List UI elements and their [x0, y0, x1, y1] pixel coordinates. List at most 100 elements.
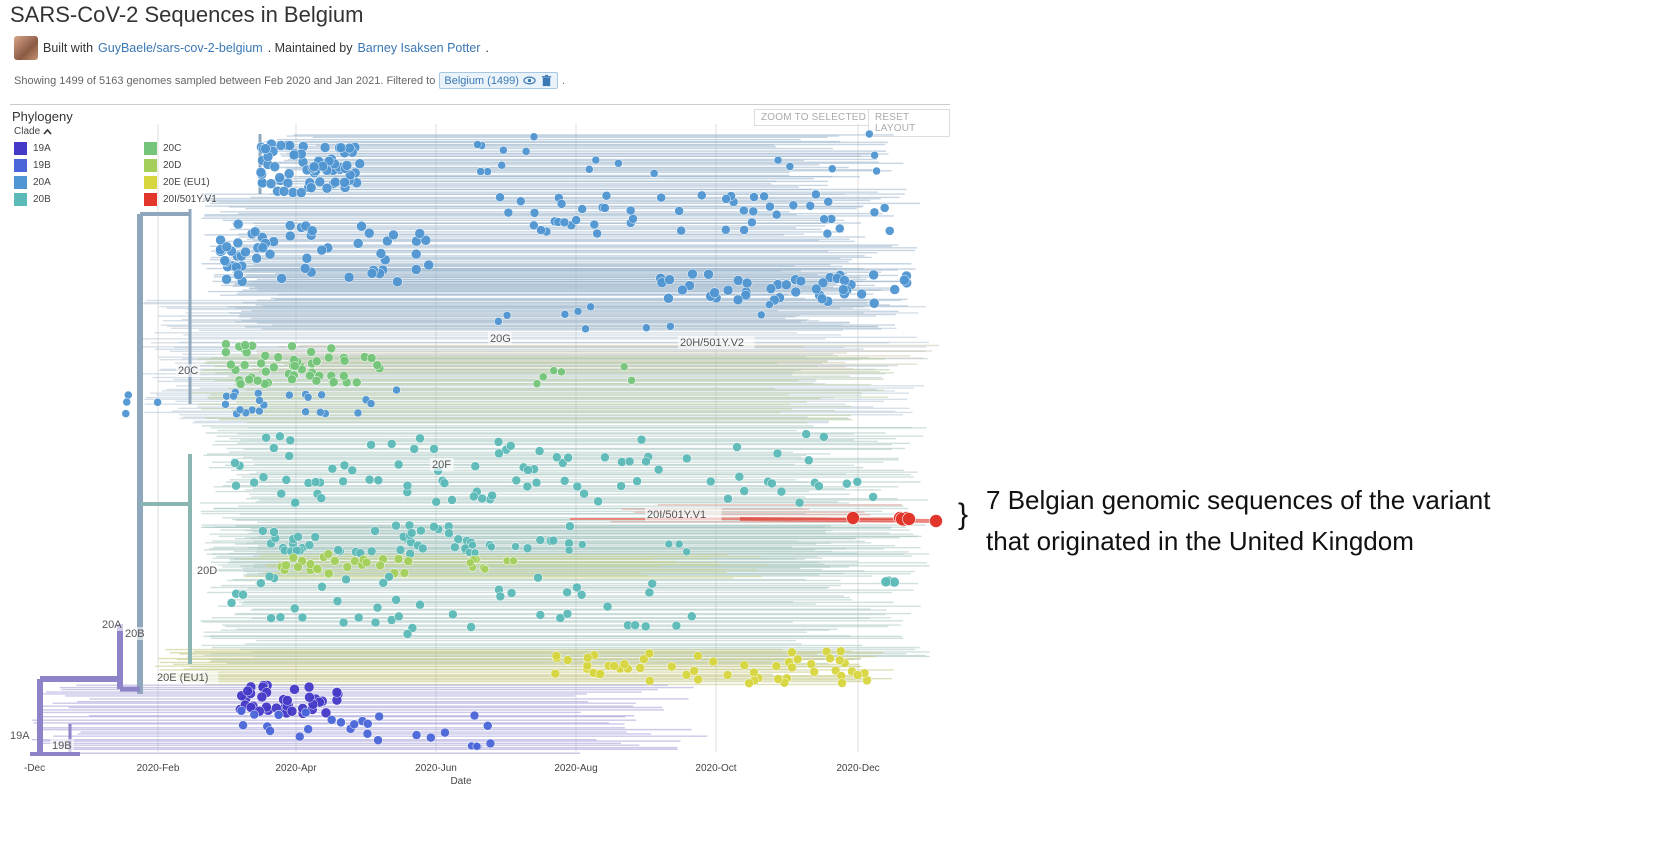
tip-node: [264, 249, 276, 260]
tip-node: [281, 475, 292, 485]
trash-icon[interactable]: [540, 74, 553, 87]
tip-node: [281, 560, 291, 571]
tip-node: [557, 367, 566, 377]
tip-node: [776, 486, 787, 497]
tip-node: [616, 481, 626, 491]
legend-item[interactable]: 20E (EU1): [144, 175, 254, 189]
legend-item[interactable]: 19A: [14, 141, 144, 155]
tip-node: [276, 488, 287, 499]
tip-node: [576, 590, 587, 600]
tip-node: [538, 372, 548, 382]
tip-node: [880, 576, 892, 588]
tip-node: [450, 542, 460, 552]
tip-node: [249, 477, 259, 488]
tip-node: [687, 611, 697, 622]
tip-node: [339, 460, 350, 471]
tip-node: [275, 431, 285, 442]
tip-node: [586, 302, 595, 312]
tip-node: [366, 268, 378, 279]
tip-node: [305, 559, 316, 569]
tip-node: [238, 720, 248, 730]
tip-node: [316, 408, 325, 417]
tip-node: [240, 340, 251, 350]
tip-node: [787, 647, 797, 658]
tip-node: [834, 655, 845, 666]
tip-node: [418, 543, 428, 554]
tip-node: [439, 478, 450, 488]
tip-node: [255, 167, 267, 178]
legend-entries: 19A 20C 19B 20D 20A 20E (EU1) 20B 20I/501Y.V1: [14, 141, 254, 206]
legend-header[interactable]: Clade: [14, 126, 254, 137]
phylogeny-tree[interactable]: -Dec 2020-Feb 2020-Apr 2020-Jun 2020-Aug 2020…: [10, 104, 950, 794]
tip-node: [748, 206, 759, 217]
legend-swatch: [14, 158, 27, 172]
tip-node: [759, 191, 769, 202]
tip-node: [353, 408, 363, 418]
tip-node: [284, 140, 296, 151]
eye-icon[interactable]: [523, 74, 536, 87]
tip-node: [244, 374, 254, 385]
tip-node: [562, 655, 573, 665]
legend-item[interactable]: 20D: [144, 158, 254, 172]
tip-node: [330, 176, 341, 188]
legend-item[interactable]: 19B: [14, 158, 144, 172]
tip-node: [852, 670, 863, 680]
x-tick-label: -Dec: [24, 763, 45, 774]
tip-node: [256, 578, 266, 588]
legend-item[interactable]: 20B: [14, 192, 144, 206]
tip-node: [122, 397, 132, 407]
tip-node: [284, 451, 294, 461]
filter-badge[interactable]: Belgium (1499): [439, 72, 558, 89]
variant-tip-node: [846, 511, 860, 525]
tip-node: [366, 546, 377, 557]
tip-node: [627, 376, 636, 385]
tip-node: [640, 621, 651, 632]
tip-node: [256, 691, 268, 703]
tip-node: [410, 264, 422, 275]
tip-node: [453, 534, 463, 544]
tip-node: [559, 476, 570, 486]
tip-node: [721, 194, 731, 204]
legend-item[interactable]: 20C: [144, 141, 254, 155]
tip-node: [448, 609, 458, 620]
repo-link[interactable]: GuyBaele/sars-cov-2-belgium: [98, 41, 263, 55]
tip-node: [663, 293, 674, 304]
tip-node: [420, 235, 432, 246]
tip-node: [347, 465, 358, 476]
tip-node: [230, 458, 240, 468]
tip-node: [565, 521, 575, 531]
tip-node: [338, 476, 348, 487]
tip-node: [531, 477, 542, 488]
chevron-up-icon[interactable]: [43, 128, 52, 135]
tip-node: [839, 275, 850, 286]
tip-node: [285, 390, 294, 400]
tip-node: [261, 432, 271, 443]
tip-node: [809, 667, 819, 677]
clade-label: 20D: [197, 565, 217, 577]
tip-node: [536, 225, 546, 235]
legend-item[interactable]: 20I/501Y.V1: [144, 192, 254, 206]
reset-layout-button[interactable]: RESET LAYOUT: [868, 109, 950, 137]
tip-node: [773, 155, 783, 165]
tip-node: [221, 400, 230, 409]
tip-node: [522, 543, 533, 554]
clade-label-bg: [10, 729, 32, 742]
tip-node: [555, 613, 566, 623]
built-with-prefix: Built with: [43, 41, 94, 55]
tip-node: [765, 283, 777, 294]
tip-node: [521, 147, 531, 156]
x-tick-label: 2020-Dec: [836, 763, 879, 774]
tip-node: [327, 463, 338, 474]
maintained-prefix: . Maintained by: [267, 41, 353, 55]
tip-node: [319, 142, 331, 153]
tip-node: [300, 707, 311, 718]
tip-node: [255, 396, 264, 405]
tip-node: [274, 172, 285, 183]
tip-node: [402, 480, 413, 491]
tip-node: [581, 324, 590, 334]
tip-node: [644, 648, 655, 659]
legend-item[interactable]: 20A: [14, 175, 144, 189]
tip-node: [394, 611, 404, 622]
tip-node: [384, 572, 394, 582]
maintainer-link[interactable]: Barney Isaksen Potter: [357, 41, 481, 55]
